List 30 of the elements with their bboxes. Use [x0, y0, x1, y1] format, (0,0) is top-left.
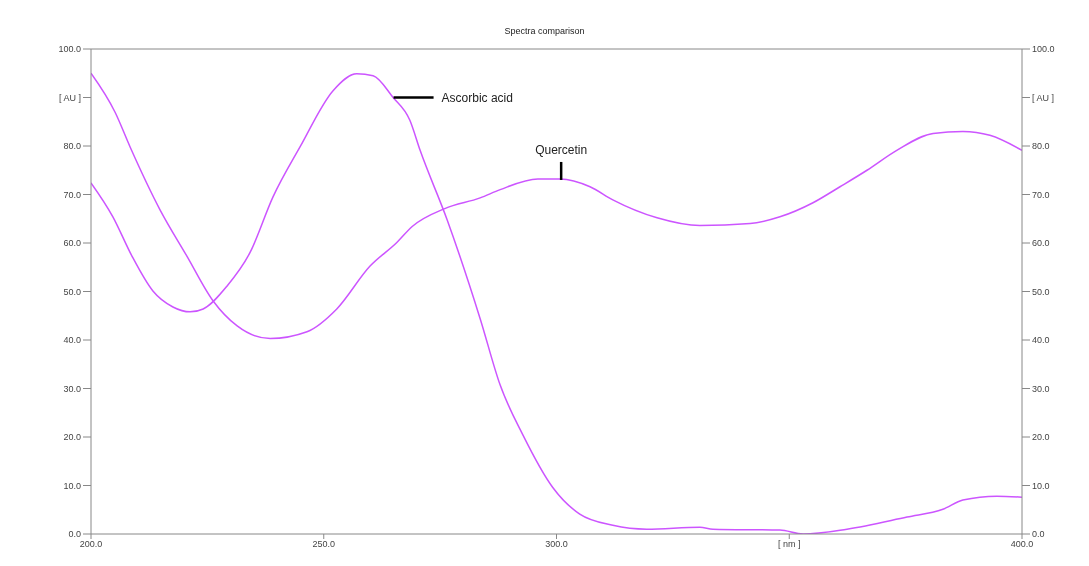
y-tick-label: 70.0 — [63, 189, 81, 200]
y-tick-label: 0.0 — [68, 529, 81, 540]
y2-tick-label: 70.0 — [1032, 189, 1050, 200]
x-tick-label: 300.0 — [545, 539, 568, 550]
y2-tick-label: 100.0 — [1032, 44, 1055, 55]
y-tick-label: 10.0 — [63, 480, 81, 491]
y2-tick-label: 10.0 — [1032, 480, 1050, 491]
y-tick-label: 60.0 — [63, 238, 81, 249]
y2-tick-label: 60.0 — [1032, 238, 1050, 249]
x-tick-label: 250.0 — [312, 539, 336, 550]
y2-tick-label: 50.0 — [1032, 286, 1050, 297]
y-tick-label: [ AU ] — [58, 92, 81, 103]
x-tick-label: 400.0 — [1010, 539, 1034, 550]
y-tick-label: 80.0 — [63, 141, 81, 152]
y-tick-label: 30.0 — [63, 383, 81, 394]
y2-tick-label: [ AU ] — [1032, 92, 1055, 103]
y-tick-label: 100.0 — [58, 44, 81, 55]
annotation: Ascorbic acid — [441, 90, 513, 105]
x-tick-label: 200.0 — [79, 539, 103, 550]
y2-tick-label: 30.0 — [1032, 383, 1050, 394]
y-tick-label: 40.0 — [63, 335, 81, 346]
y2-tick-label: 0.0 — [1032, 529, 1045, 540]
y2-tick-label: 40.0 — [1032, 335, 1050, 346]
chart-title: Spectra comparison — [503, 26, 586, 36]
annotation: Quercetin — [535, 142, 588, 157]
x-tick-label: [ nm ] — [777, 539, 801, 550]
y-tick-label: 50.0 — [63, 286, 81, 297]
y2-tick-label: 20.0 — [1032, 432, 1050, 443]
y2-tick-label: 80.0 — [1032, 141, 1050, 152]
y-tick-label: 20.0 — [63, 432, 81, 443]
